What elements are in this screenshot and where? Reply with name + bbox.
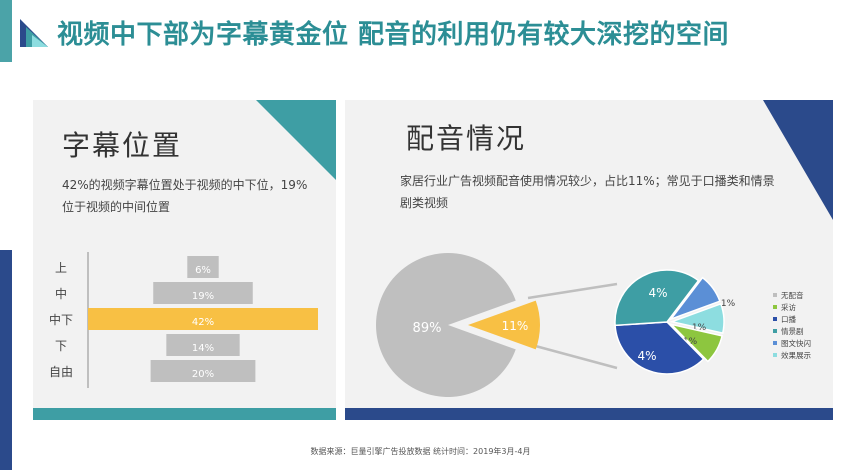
data-label: 19%: [192, 291, 214, 302]
slice-label: 4%: [637, 349, 656, 363]
pie-slice: [614, 321, 705, 375]
data-label: 6%: [195, 265, 211, 276]
panel-bottom-strip: [345, 408, 833, 420]
category-label: 下: [55, 339, 67, 353]
bar: [187, 256, 219, 278]
subtitle-position-heading: 字幕位置: [62, 129, 183, 162]
side-accent-bar: [0, 250, 12, 470]
header-accent-bar: [0, 0, 12, 62]
legend-label: 无配音: [781, 290, 804, 300]
legend-label: 口播: [781, 314, 796, 324]
legend-label: 情景剧: [781, 326, 804, 336]
bar: [88, 308, 318, 330]
legend-swatch: [773, 329, 777, 333]
legend-swatch: [773, 305, 777, 309]
slice-label: 1%: [692, 323, 707, 333]
legend-swatch: [773, 317, 777, 321]
subtitle-position-description: 42%的视频字幕位置处于视频的中下位，19%位于视频的中间位置: [62, 178, 308, 214]
data-label: 14%: [192, 343, 214, 354]
panel-corner-triangle: [256, 100, 336, 180]
legend-label: 采访: [781, 302, 796, 312]
legend-label: 图文快闪: [781, 338, 811, 348]
data-label: 20%: [192, 369, 214, 380]
bar: [166, 334, 240, 356]
legend-swatch: [773, 353, 777, 357]
dubbing-heading: 配音情况: [406, 122, 527, 155]
subtitle-position-chart: 上 6% 中 19% 中下 42% 下 14% 自由 20%: [49, 252, 318, 388]
pie-slice: [376, 253, 516, 397]
bar: [153, 282, 253, 304]
panel-corner-triangle: [763, 100, 833, 220]
category-label: 中下: [49, 312, 73, 327]
category-label: 上: [55, 261, 67, 275]
data-source-note: 数据来源：巨量引擎广告投放数据 统计时间：2019年3月-4月: [310, 447, 531, 456]
pie-slice: [669, 323, 724, 363]
page-title: 视频中下部为字幕黄金位 配音的利用仍有较大深挖的空间: [57, 20, 730, 50]
bar: [150, 360, 256, 382]
legend-label: 效果展示: [781, 350, 811, 360]
slice-label: 11%: [502, 319, 529, 333]
slice-label: 1%: [683, 337, 698, 347]
dubbing-description: 家居行业广告视频配音使用情况较少，占比11%；常见于口播类和情景剧类视频: [400, 174, 775, 210]
pie-slice: [669, 302, 725, 334]
data-label: 42%: [192, 317, 214, 328]
legend-swatch: [773, 341, 777, 345]
legend-swatch: [773, 293, 777, 297]
slice-label: 4%: [648, 286, 667, 300]
pie-slice: [614, 269, 700, 327]
slice-label: 1%: [721, 299, 736, 309]
category-label: 中: [55, 286, 67, 301]
logo-icon: [20, 19, 48, 47]
pie-slice: [468, 300, 540, 350]
pie-slice: [668, 276, 721, 321]
slice-label: 89%: [413, 321, 442, 336]
panel-bottom-strip: [33, 408, 336, 420]
connector-line: [527, 282, 618, 300]
connector-line: [527, 342, 618, 370]
category-label: 自由: [49, 365, 73, 379]
